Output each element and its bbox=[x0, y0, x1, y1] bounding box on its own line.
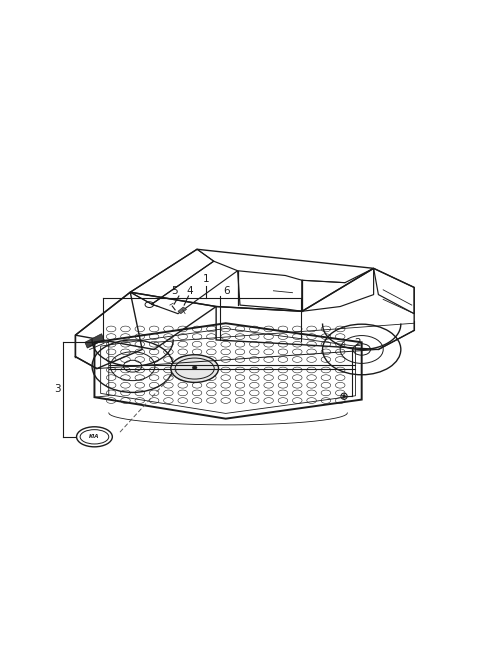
Ellipse shape bbox=[192, 366, 197, 369]
Text: 3: 3 bbox=[54, 384, 61, 394]
Polygon shape bbox=[85, 334, 104, 348]
Text: 5: 5 bbox=[171, 285, 178, 296]
Text: 1: 1 bbox=[203, 274, 209, 284]
Text: 4: 4 bbox=[187, 285, 193, 296]
Ellipse shape bbox=[171, 355, 218, 382]
Text: 6: 6 bbox=[223, 285, 230, 296]
Text: 2: 2 bbox=[355, 338, 361, 348]
Polygon shape bbox=[178, 307, 187, 314]
Text: KIA: KIA bbox=[89, 434, 100, 440]
Ellipse shape bbox=[343, 395, 346, 398]
